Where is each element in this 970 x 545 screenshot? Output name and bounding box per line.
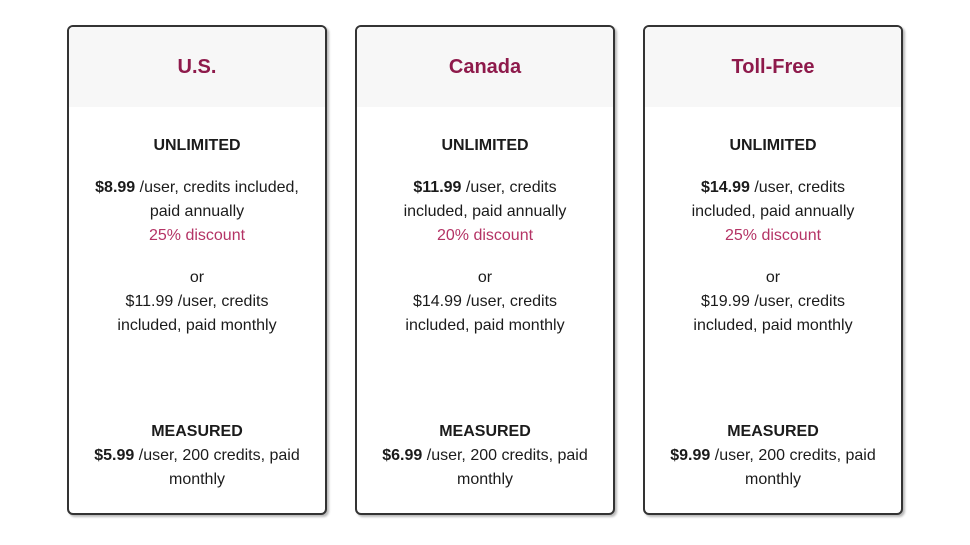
card-title: U.S. [177, 55, 217, 78]
annual-price-line: $8.99 /user, credits included, paid annu… [92, 176, 302, 224]
measured-plan-label: MEASURED [151, 423, 243, 440]
measured-price-detail: /user, 200 credits, paid monthly [710, 447, 876, 488]
measured-price: $6.99 [382, 447, 423, 464]
card-header: Canada [357, 27, 613, 107]
card-header: U.S. [69, 27, 325, 107]
monthly-price-line: $11.99 /user, credits included, paid mon… [117, 293, 277, 334]
discount-note: 25% discount [148, 227, 246, 244]
measured-plan-label: MEASURED [439, 423, 531, 440]
annual-price-line: $11.99 /user, credits included, paid ann… [380, 176, 590, 224]
card-body: UNLIMITED $11.99 /user, credits included… [357, 107, 613, 513]
monthly-alternative-block: or $11.99 /user, credits included, paid … [92, 266, 302, 338]
card-body: UNLIMITED $8.99 /user, credits included,… [69, 107, 325, 513]
measured-price-line: $5.99 /user, 200 credits, paid monthly [92, 444, 302, 492]
measured-price: $9.99 [670, 447, 711, 464]
pricing-card-us: U.S. UNLIMITED $8.99 /user, credits incl… [67, 25, 327, 515]
measured-pricing-block: MEASURED $6.99 /user, 200 credits, paid … [380, 420, 590, 492]
monthly-price-line: $14.99 /user, credits included, paid mon… [405, 293, 565, 334]
measured-price-detail: /user, 200 credits, paid monthly [422, 447, 588, 488]
annual-pricing-block: $14.99 /user, credits included, paid ann… [668, 176, 878, 248]
or-label: or [765, 269, 781, 286]
annual-price: $8.99 [95, 179, 136, 196]
unlimited-plan-label: UNLIMITED [441, 137, 529, 154]
card-title: Canada [448, 55, 522, 78]
annual-price-detail: /user, credits included, paid annually [691, 179, 855, 220]
card-title: Toll-Free [731, 55, 815, 78]
annual-pricing-block: $11.99 /user, credits included, paid ann… [380, 176, 590, 248]
annual-price-detail: /user, credits included, paid annually [403, 179, 567, 220]
annual-price: $11.99 [413, 179, 462, 196]
or-label: or [189, 269, 205, 286]
annual-pricing-block: $8.99 /user, credits included, paid annu… [92, 176, 302, 248]
measured-pricing-block: MEASURED $9.99 /user, 200 credits, paid … [668, 420, 878, 492]
unlimited-plan-label: UNLIMITED [729, 137, 817, 154]
unlimited-plan-label: UNLIMITED [153, 137, 241, 154]
measured-price-line: $6.99 /user, 200 credits, paid monthly [380, 444, 590, 492]
pricing-card-canada: Canada UNLIMITED $11.99 /user, credits i… [355, 25, 615, 515]
annual-price-line: $14.99 /user, credits included, paid ann… [668, 176, 878, 224]
measured-price-line: $9.99 /user, 200 credits, paid monthly [668, 444, 878, 492]
discount-note: 20% discount [436, 227, 534, 244]
measured-pricing-block: MEASURED $5.99 /user, 200 credits, paid … [92, 420, 302, 492]
card-body: UNLIMITED $14.99 /user, credits included… [645, 107, 901, 513]
monthly-alternative-block: or $14.99 /user, credits included, paid … [380, 266, 590, 338]
annual-price: $14.99 [700, 179, 750, 196]
monthly-alternative-block: or $19.99 /user, credits included, paid … [668, 266, 878, 338]
pricing-cards-row: U.S. UNLIMITED $8.99 /user, credits incl… [67, 25, 903, 515]
or-label: or [477, 269, 493, 286]
measured-plan-label: MEASURED [727, 423, 819, 440]
card-header: Toll-Free [645, 27, 901, 107]
pricing-card-toll-free: Toll-Free UNLIMITED $14.99 /user, credit… [643, 25, 903, 515]
discount-note: 25% discount [724, 227, 822, 244]
measured-price-detail: /user, 200 credits, paid monthly [134, 447, 300, 488]
measured-price: $5.99 [94, 447, 135, 464]
monthly-price-line: $19.99 /user, credits included, paid mon… [693, 293, 853, 334]
annual-price-detail: /user, credits included, paid annually [135, 179, 299, 220]
